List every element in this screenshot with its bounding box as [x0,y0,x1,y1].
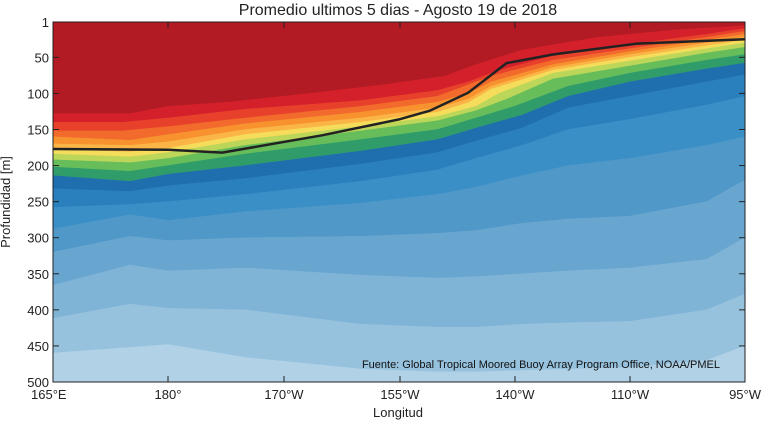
x-tick-label-6: 95°W [729,387,762,402]
y-tick-label-7: 350 [27,267,49,282]
y-tick-label-6: 300 [27,231,49,246]
y-tick-label-5: 250 [27,195,49,210]
x-tick-label-2: 170°W [264,387,304,402]
y-tick-label-9: 450 [27,339,49,354]
source-note: Fuente: Global Tropical Moored Buoy Arra… [362,359,720,371]
y-tick-label-8: 400 [27,303,49,318]
thermocline-layer [53,38,745,154]
thermocline-line [53,38,745,154]
chart-title: Promedio ultimos 5 dias - Agosto 19 de 2… [239,2,558,19]
contour-band-17 [53,344,745,382]
x-tick-label-1: 180° [155,387,182,402]
x-tick-label-3: 155°W [380,387,420,402]
x-tick-label-5: 110°W [611,387,650,402]
y-tick-label-4: 200 [27,159,49,174]
x-axis-label: Longitud [373,405,423,420]
y-tick-label-1: 50 [35,50,49,65]
x-tick-label-0: 165°E [31,387,67,402]
y-tick-label-0: 1 [42,15,49,30]
y-tick-label-3: 150 [27,122,49,137]
contour-bands [53,22,745,382]
y-tick-label-2: 100 [27,86,49,101]
x-axis: 165°E 180° 170°W 155°W 140°W 110°W 95°W [31,22,762,402]
x-tick-label-4: 140°W [495,387,535,402]
y-axis-label: Profundidad [m] [0,156,13,248]
y-tick-label-10: 500 [27,375,49,390]
